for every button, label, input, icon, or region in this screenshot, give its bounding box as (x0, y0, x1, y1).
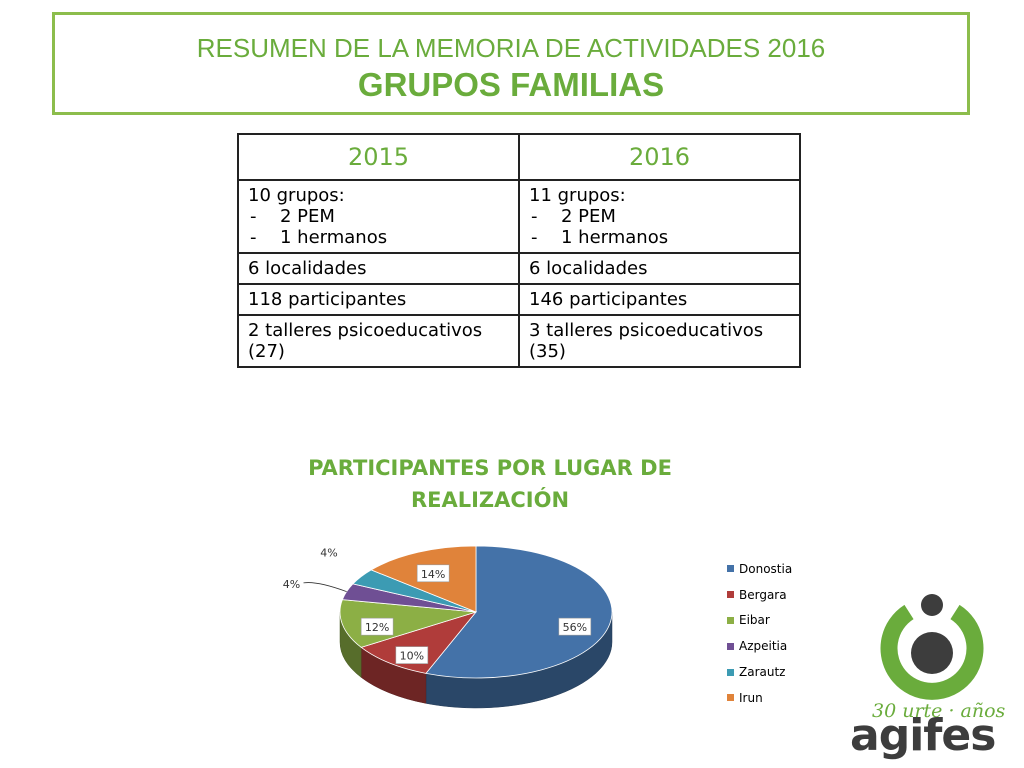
legend-label: Zarautz (739, 665, 786, 680)
list-item: 1 hermanos (248, 227, 509, 248)
legend-label: Eibar (739, 613, 770, 628)
legend-item-zarautz: Zarautz (727, 659, 792, 685)
legend-swatch (727, 642, 734, 650)
legend-swatch (727, 616, 734, 624)
list-item: 2 PEM (248, 206, 509, 227)
legend-item-bergara: Bergara (727, 582, 792, 608)
data-label-eibar: 12% (365, 621, 389, 634)
legend-label: Bergara (739, 587, 787, 602)
title-line2: GRUPOS FAMILIAS (357, 66, 665, 103)
table-header-row: 2015 2016 (237, 133, 801, 181)
data-label-azpeitia: 4% (283, 578, 300, 591)
table-row: 118 participantes 146 participantes (237, 283, 801, 316)
table-cell: 6 localidades (518, 252, 801, 285)
logo-figure-icon (880, 594, 984, 700)
legend-label: Donostia (739, 561, 793, 576)
legend-item-donostia: Donostia (727, 556, 792, 582)
legend-label: Azpeitia (739, 639, 788, 654)
groups-title: 11 grupos: (529, 185, 626, 206)
legend-swatch (727, 591, 734, 599)
legend-label: Irun (739, 690, 763, 705)
legend-item-eibar: Eibar (727, 608, 792, 634)
groups-list: 2 PEM 1 hermanos (529, 206, 790, 248)
column-header-2015: 2015 (237, 133, 520, 181)
leader-line (303, 582, 347, 592)
groups-list: 2 PEM 1 hermanos (248, 206, 509, 248)
data-label-box (360, 617, 394, 636)
table-cell: 3 talleres psicoeducativos (35) (518, 314, 801, 368)
data-label-zarautz: 4% (320, 547, 337, 560)
logo-wordmark: agifes (850, 710, 996, 761)
title-box: RESUMEN DE LA MEMORIA DE ACTIVIDADES 201… (52, 12, 970, 115)
pie-slice-bergara (360, 611, 478, 674)
table-cell: 2 talleres psicoeducativos (27) (237, 314, 520, 368)
list-item: 2 PEM (529, 206, 790, 227)
data-label-irun: 14% (421, 568, 445, 581)
legend-swatch (727, 668, 734, 676)
legend-item-irun: Irun (727, 685, 792, 711)
agifes-logo: 30 urte · años agifes (846, 590, 1016, 761)
data-label-bergara: 10% (400, 650, 424, 663)
table-row: 10 grupos: 2 PEM 1 hermanos 11 grupos: 2… (237, 179, 801, 254)
list-item: 1 hermanos (529, 227, 790, 248)
legend-item-azpeitia: Azpeitia (727, 633, 792, 659)
legend-swatch (727, 694, 734, 702)
data-label-box (416, 564, 450, 583)
data-label-donostia: 56% (563, 621, 587, 634)
logo-tagline: 30 urte · años (872, 700, 1006, 722)
comparison-table: 2015 2016 10 grupos: 2 PEM 1 hermanos 11… (237, 133, 801, 368)
chart-legend: Donostia Bergara Eibar Azpeitia Zarautz Irun (727, 556, 792, 711)
title-line1: RESUMEN DE LA MEMORIA DE ACTIVIDADES 201… (196, 33, 826, 63)
table-cell: 10 grupos: 2 PEM 1 hermanos (237, 179, 520, 254)
pie-slice-donostia (425, 545, 613, 679)
table-row: 6 localidades 6 localidades (237, 252, 801, 285)
column-header-2016: 2016 (518, 133, 801, 181)
chart-title: PARTICIPANTES POR LUGAR DE REALIZACIÓN (308, 456, 672, 512)
table-row: 2 talleres psicoeducativos (27) 3 taller… (237, 314, 801, 368)
data-label-box (395, 646, 429, 664)
legend-swatch (727, 565, 734, 573)
table-cell: 11 grupos: 2 PEM 1 hermanos (518, 179, 801, 254)
table-cell: 146 participantes (518, 283, 801, 316)
data-label-box (558, 617, 592, 636)
table-cell: 6 localidades (237, 252, 520, 285)
groups-title: 10 grupos: (248, 185, 345, 206)
table-cell: 118 participantes (237, 283, 520, 316)
